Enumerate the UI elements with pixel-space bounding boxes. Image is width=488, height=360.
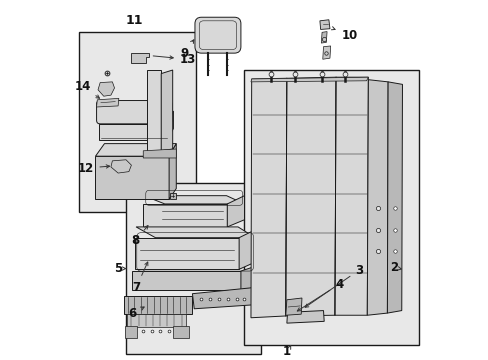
Polygon shape — [322, 46, 330, 59]
Text: 5: 5 — [113, 262, 122, 275]
Text: 7: 7 — [132, 262, 147, 294]
Polygon shape — [131, 53, 149, 63]
Text: 3: 3 — [305, 264, 363, 307]
Polygon shape — [96, 98, 119, 107]
Polygon shape — [285, 77, 335, 316]
Polygon shape — [167, 111, 173, 140]
Polygon shape — [286, 311, 324, 323]
Polygon shape — [111, 160, 131, 173]
Polygon shape — [143, 149, 176, 158]
Polygon shape — [143, 204, 227, 227]
Polygon shape — [95, 156, 169, 199]
Text: 13: 13 — [153, 53, 196, 66]
Text: 9: 9 — [180, 40, 193, 60]
Polygon shape — [126, 314, 186, 327]
Text: 12: 12 — [78, 162, 109, 175]
Bar — [126, 183, 260, 354]
FancyBboxPatch shape — [195, 17, 241, 53]
Polygon shape — [132, 271, 241, 290]
Polygon shape — [169, 144, 176, 199]
Polygon shape — [334, 77, 367, 315]
FancyBboxPatch shape — [96, 100, 172, 124]
Polygon shape — [366, 80, 387, 315]
Text: 8: 8 — [131, 226, 148, 247]
Text: 2: 2 — [389, 261, 401, 274]
Polygon shape — [239, 230, 255, 269]
Text: 11: 11 — [125, 14, 142, 27]
Polygon shape — [135, 238, 239, 269]
Polygon shape — [285, 298, 301, 315]
Bar — [244, 70, 418, 345]
Polygon shape — [99, 111, 173, 124]
Polygon shape — [386, 82, 402, 313]
Polygon shape — [192, 287, 258, 309]
Polygon shape — [99, 124, 167, 140]
Polygon shape — [146, 70, 161, 151]
Polygon shape — [98, 82, 114, 96]
Polygon shape — [125, 326, 137, 338]
Text: 10: 10 — [331, 27, 357, 42]
Polygon shape — [172, 326, 188, 338]
Polygon shape — [321, 32, 326, 43]
Polygon shape — [319, 20, 329, 30]
Polygon shape — [95, 144, 176, 156]
Polygon shape — [136, 227, 255, 238]
Text: 4: 4 — [297, 278, 343, 311]
Polygon shape — [143, 196, 244, 204]
Polygon shape — [250, 77, 367, 82]
Polygon shape — [161, 70, 172, 151]
Polygon shape — [124, 296, 192, 314]
Polygon shape — [250, 78, 286, 318]
Text: 6: 6 — [128, 307, 144, 320]
Bar — [79, 32, 196, 212]
Polygon shape — [241, 266, 257, 290]
Polygon shape — [227, 196, 244, 227]
Text: 14: 14 — [74, 80, 100, 98]
Text: 1: 1 — [282, 345, 290, 358]
